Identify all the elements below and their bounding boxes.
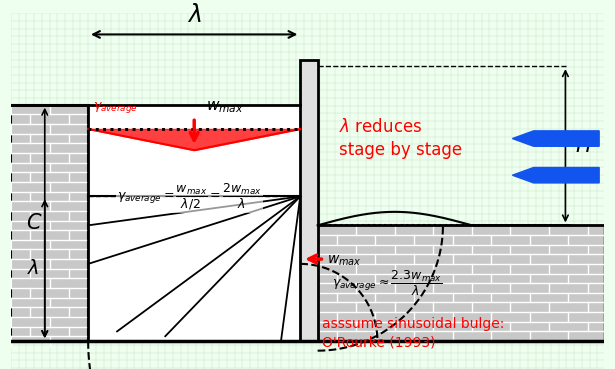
Text: $\gamma_{average}$: $\gamma_{average}$ — [93, 100, 138, 115]
Text: asssume sinusoidal bulge:
O'Rourke (1993): asssume sinusoidal bulge: O'Rourke (1993… — [322, 317, 505, 349]
Text: $\lambda$: $\lambda$ — [187, 3, 202, 27]
Text: $\lambda$ reduces
stage by stage: $\lambda$ reduces stage by stage — [339, 118, 462, 159]
Text: $\gamma_{average} = \dfrac{w_{max}}{\lambda/2} = \dfrac{2w_{max}}{\lambda}$: $\gamma_{average} = \dfrac{w_{max}}{\lam… — [117, 182, 262, 212]
Text: $w_{max}$: $w_{max}$ — [206, 100, 244, 115]
Text: H: H — [575, 136, 591, 156]
Text: $\lambda$: $\lambda$ — [27, 259, 39, 278]
Text: $\gamma_{average} \approx \dfrac{2.3w_{max}}{\lambda}$: $\gamma_{average} \approx \dfrac{2.3w_{m… — [332, 269, 443, 298]
FancyArrow shape — [512, 168, 599, 183]
FancyArrow shape — [512, 131, 599, 146]
Bar — [300, 59, 317, 341]
Polygon shape — [317, 225, 604, 341]
Text: $w_{max}$: $w_{max}$ — [327, 254, 362, 268]
Bar — [88, 105, 300, 341]
Polygon shape — [11, 105, 88, 341]
Text: C: C — [26, 213, 41, 233]
